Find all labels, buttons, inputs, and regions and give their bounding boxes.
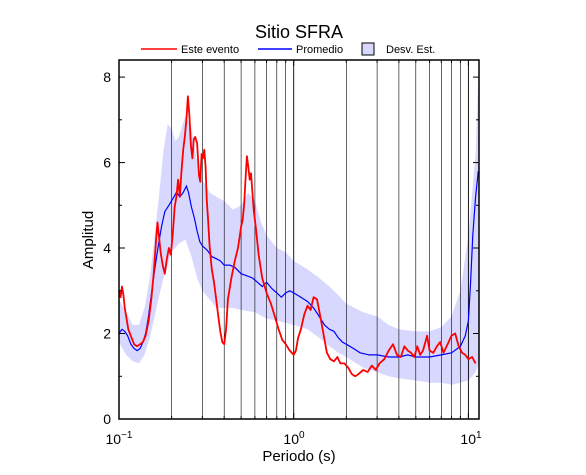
- x-tick-base-0.1: 10: [106, 431, 122, 447]
- x-tick-exp-1: 0: [299, 430, 305, 441]
- chart-title: Sitio SFRA: [255, 22, 343, 42]
- x-tick-exp-0.1: −1: [121, 430, 133, 441]
- promedio-series-line: [118, 171, 479, 358]
- y-tick-label: 6: [103, 155, 111, 171]
- este-evento-series-line: [118, 95, 477, 378]
- y-tick-label: 0: [103, 411, 111, 427]
- legend: Este evento Promedio Desv. Est.: [141, 42, 435, 56]
- x-axis-label: Periodo (s): [262, 448, 335, 465]
- y-tick-label: 4: [103, 240, 111, 256]
- legend-label-este-evento: Este evento: [181, 44, 239, 56]
- x-tick-label-10: 101: [460, 430, 482, 447]
- axis-ticks: [118, 60, 479, 420]
- x-tick-exp-10: 1: [476, 430, 482, 441]
- plot-frame: [118, 59, 480, 420]
- y-tick-label: 8: [103, 69, 111, 85]
- y-tick-label: 2: [103, 326, 111, 342]
- legend-label-desv-est: Desv. Est.: [386, 44, 435, 56]
- plot-area: [118, 59, 480, 420]
- x-tick-label-1: 100: [283, 430, 305, 447]
- x-tick-label-0.1: 10−1: [106, 430, 133, 447]
- y-tick-labels: 0 2 4 6 8: [103, 69, 111, 427]
- y-axis-label: Amplitud: [80, 211, 97, 269]
- legend-swatch-desv-est: [361, 42, 375, 56]
- x-tick-base-1: 10: [283, 431, 299, 447]
- x-tick-base-10: 10: [460, 431, 476, 447]
- legend-label-promedio: Promedio: [296, 44, 343, 56]
